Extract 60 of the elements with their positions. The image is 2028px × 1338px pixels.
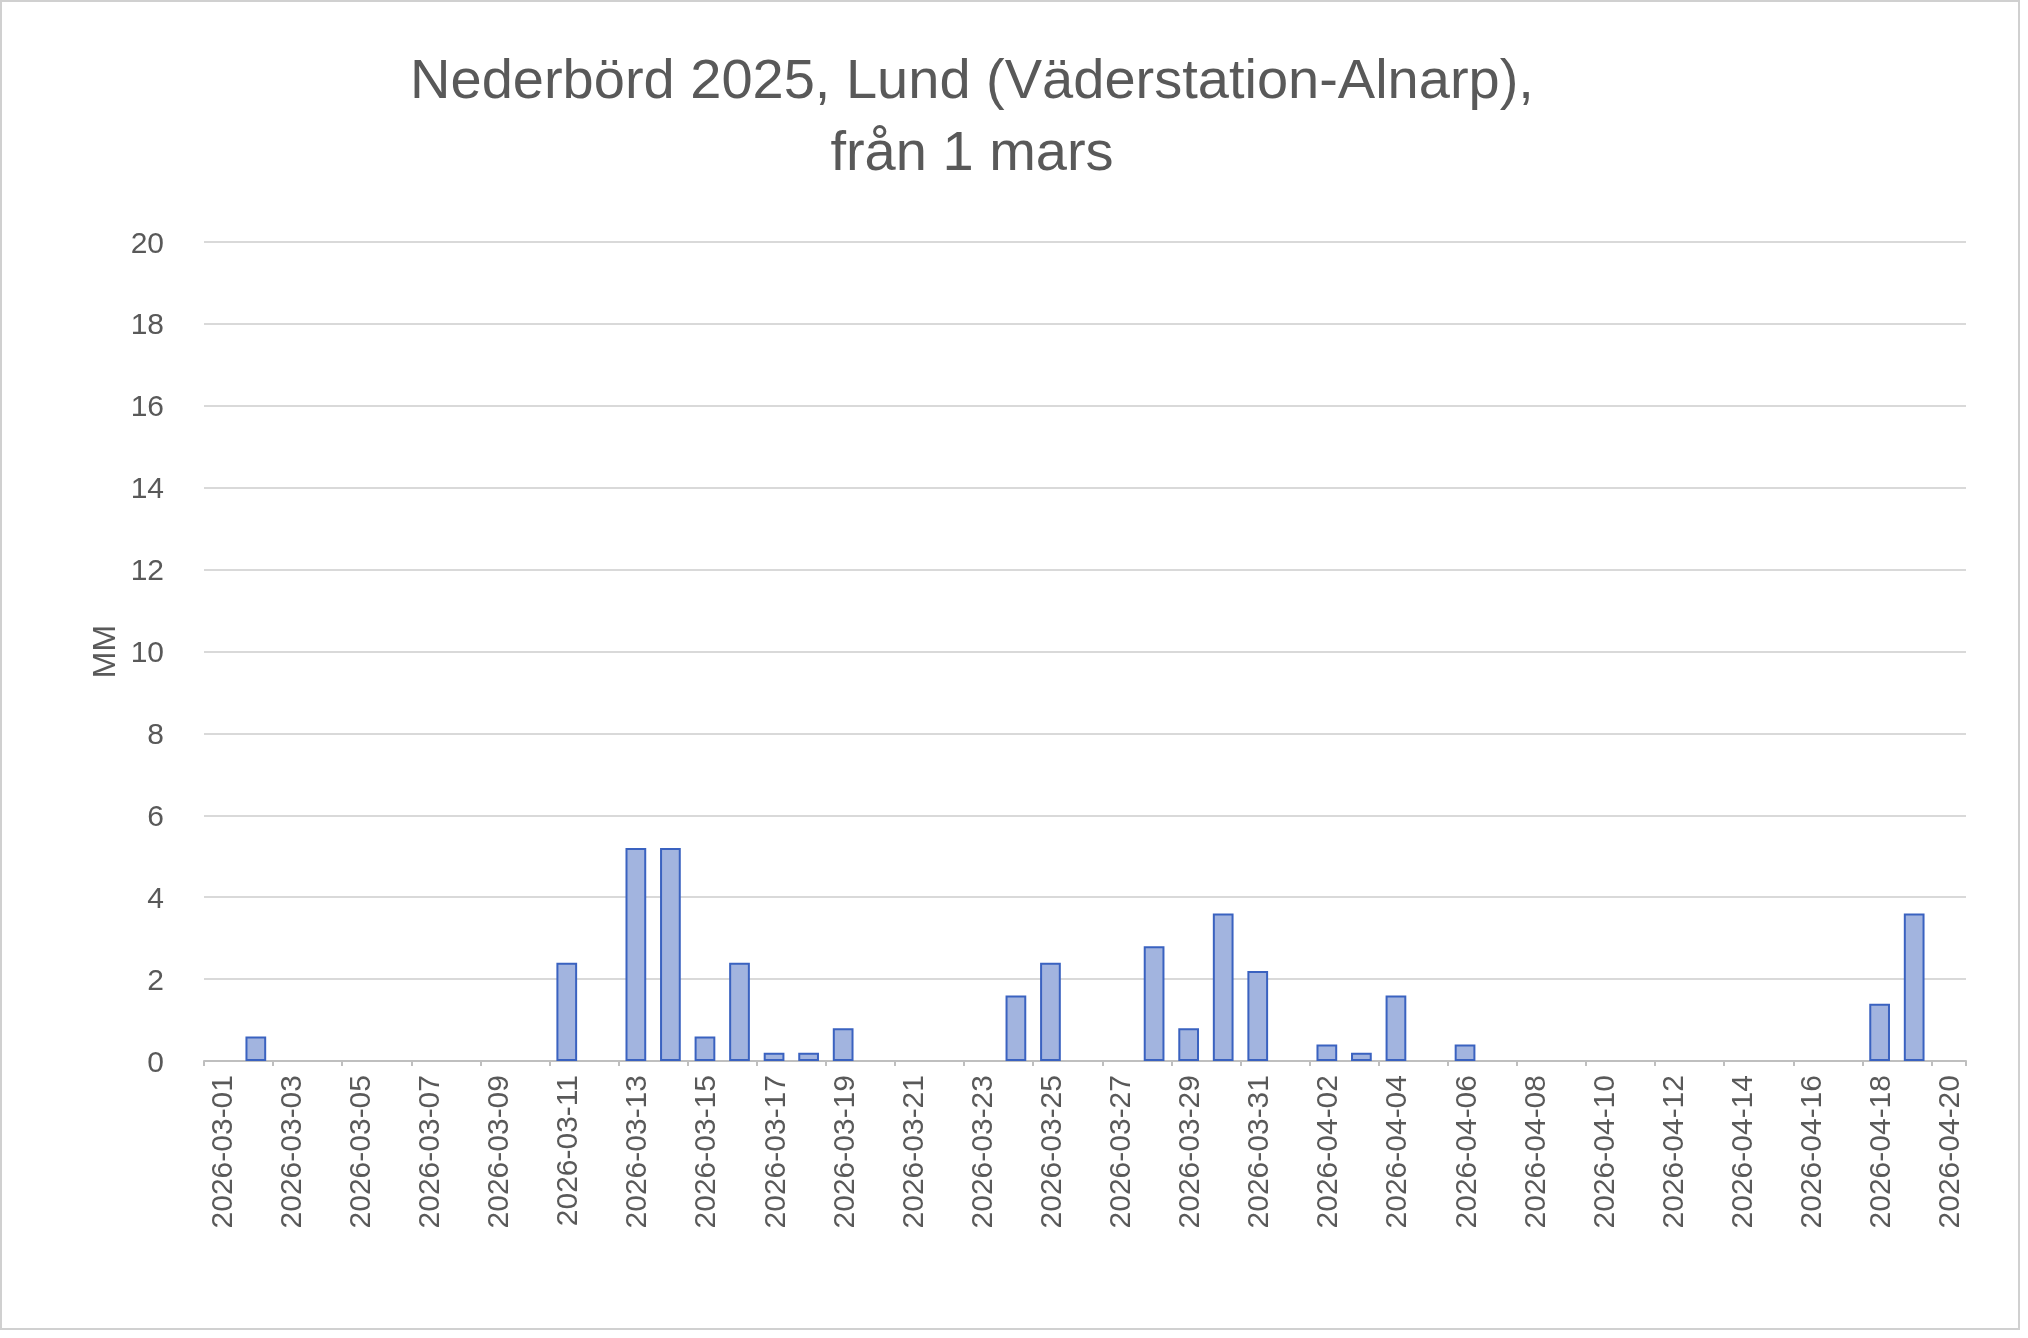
y-tick-label: 18: [130, 307, 164, 341]
bar: [1454, 1044, 1476, 1061]
x-tick-label: 2026-03-21: [895, 1075, 929, 1229]
y-tick-label: 10: [130, 635, 164, 668]
x-tick-label: 2026-03-03: [273, 1075, 307, 1229]
bar: [556, 962, 578, 1061]
x-tick-label: 2026-03-11: [550, 1075, 584, 1227]
bar: [1005, 995, 1027, 1061]
y-tick-label: 0: [147, 1044, 164, 1078]
bar: [1316, 1044, 1338, 1061]
x-tick-label: 2026-04-02: [1310, 1075, 1344, 1229]
chart-title: Nederbörd 2025, Lund (Väderstation-Alnarp), från 1 mars: [410, 46, 1534, 182]
x-tick-label: 2026-03-09: [481, 1075, 515, 1229]
bar: [1178, 1028, 1200, 1061]
bar: [729, 962, 750, 1061]
x-tick-label: 2026-03-17: [757, 1075, 791, 1229]
bar: [1869, 1003, 1890, 1061]
bar: [1385, 995, 1407, 1061]
x-tick-label: 2026-04-18: [1863, 1075, 1897, 1229]
y-tick-label: 20: [130, 225, 164, 259]
x-tick-label: 2026-03-25: [1033, 1075, 1067, 1229]
y-tick-label: 2: [147, 962, 164, 996]
x-tick-label: 2026-03-31: [1241, 1075, 1275, 1229]
x-tick-label: 2026-04-20: [1932, 1075, 1966, 1229]
bar: [660, 848, 681, 1061]
bar: [1247, 970, 1269, 1061]
x-tick-label: 2026-04-14: [1724, 1075, 1758, 1229]
bar: [1212, 913, 1234, 1061]
x-tick-label: 2026-03-27: [1103, 1075, 1137, 1229]
y-tick-label: 8: [147, 716, 164, 750]
bar: [1143, 946, 1165, 1061]
y-tick-label: 14: [130, 471, 164, 505]
bar: [798, 1052, 819, 1061]
x-tick-label: 2026-03-23: [964, 1075, 998, 1229]
x-tick-label: 2026-03-05: [342, 1075, 376, 1229]
bar: [1903, 913, 1925, 1061]
y-tick-label: 16: [130, 389, 164, 423]
bar: [245, 1036, 267, 1061]
y-tick-label: 12: [130, 553, 164, 587]
bar: [1351, 1052, 1372, 1061]
y-tick-label: 6: [147, 798, 164, 832]
x-tick-label: 2026-03-07: [412, 1075, 446, 1229]
bar: [832, 1028, 854, 1061]
x-tick-label: 2026-03-29: [1172, 1075, 1206, 1229]
x-tick-label: 2026-03-15: [688, 1075, 722, 1229]
bar: [1040, 962, 1061, 1061]
y-tick-label: 4: [147, 880, 164, 914]
x-tick-label: 2026-03-19: [826, 1075, 860, 1229]
x-tick-label: 2026-03-01: [204, 1075, 238, 1229]
x-tick-label: 2026-04-12: [1655, 1075, 1689, 1229]
x-tick-label: 2026-04-06: [1448, 1075, 1482, 1229]
x-tick-label: 2026-04-08: [1517, 1075, 1551, 1229]
bar: [694, 1036, 716, 1061]
y-axis-title: MM: [85, 624, 122, 679]
x-tick-label: 2026-03-13: [619, 1075, 653, 1229]
x-tick-label: 2026-04-16: [1794, 1075, 1828, 1229]
bar: [763, 1052, 785, 1061]
x-tick-label: 2026-04-10: [1586, 1075, 1620, 1229]
x-tick-label: 2026-04-04: [1379, 1075, 1413, 1229]
bar: [625, 848, 647, 1061]
